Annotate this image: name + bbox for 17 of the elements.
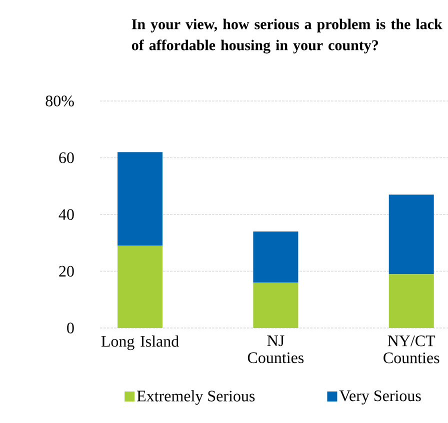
y-tick-label: 0 xyxy=(67,322,74,334)
x-tick-label: Long Island xyxy=(101,336,179,350)
legend-label: Very Serious xyxy=(339,390,421,404)
bar xyxy=(253,232,298,283)
y-tick-label: 80% xyxy=(46,96,74,106)
x-tick-label: NJ Counties xyxy=(248,336,304,364)
bar xyxy=(388,194,434,274)
bar xyxy=(118,246,163,328)
x-tick-label: NY/CT Counties xyxy=(384,336,440,364)
chart-title: In your view, how serious a problem is the lack of affordable housing in your county? xyxy=(132,18,442,54)
bar xyxy=(118,152,163,246)
legend-label: Extremely Serious xyxy=(137,390,255,405)
y-tick-label: 40 xyxy=(58,209,74,220)
bar xyxy=(388,274,434,328)
y-tick-label: 20 xyxy=(59,266,74,277)
y-tick-label: 60 xyxy=(59,152,74,164)
bar xyxy=(253,282,298,328)
